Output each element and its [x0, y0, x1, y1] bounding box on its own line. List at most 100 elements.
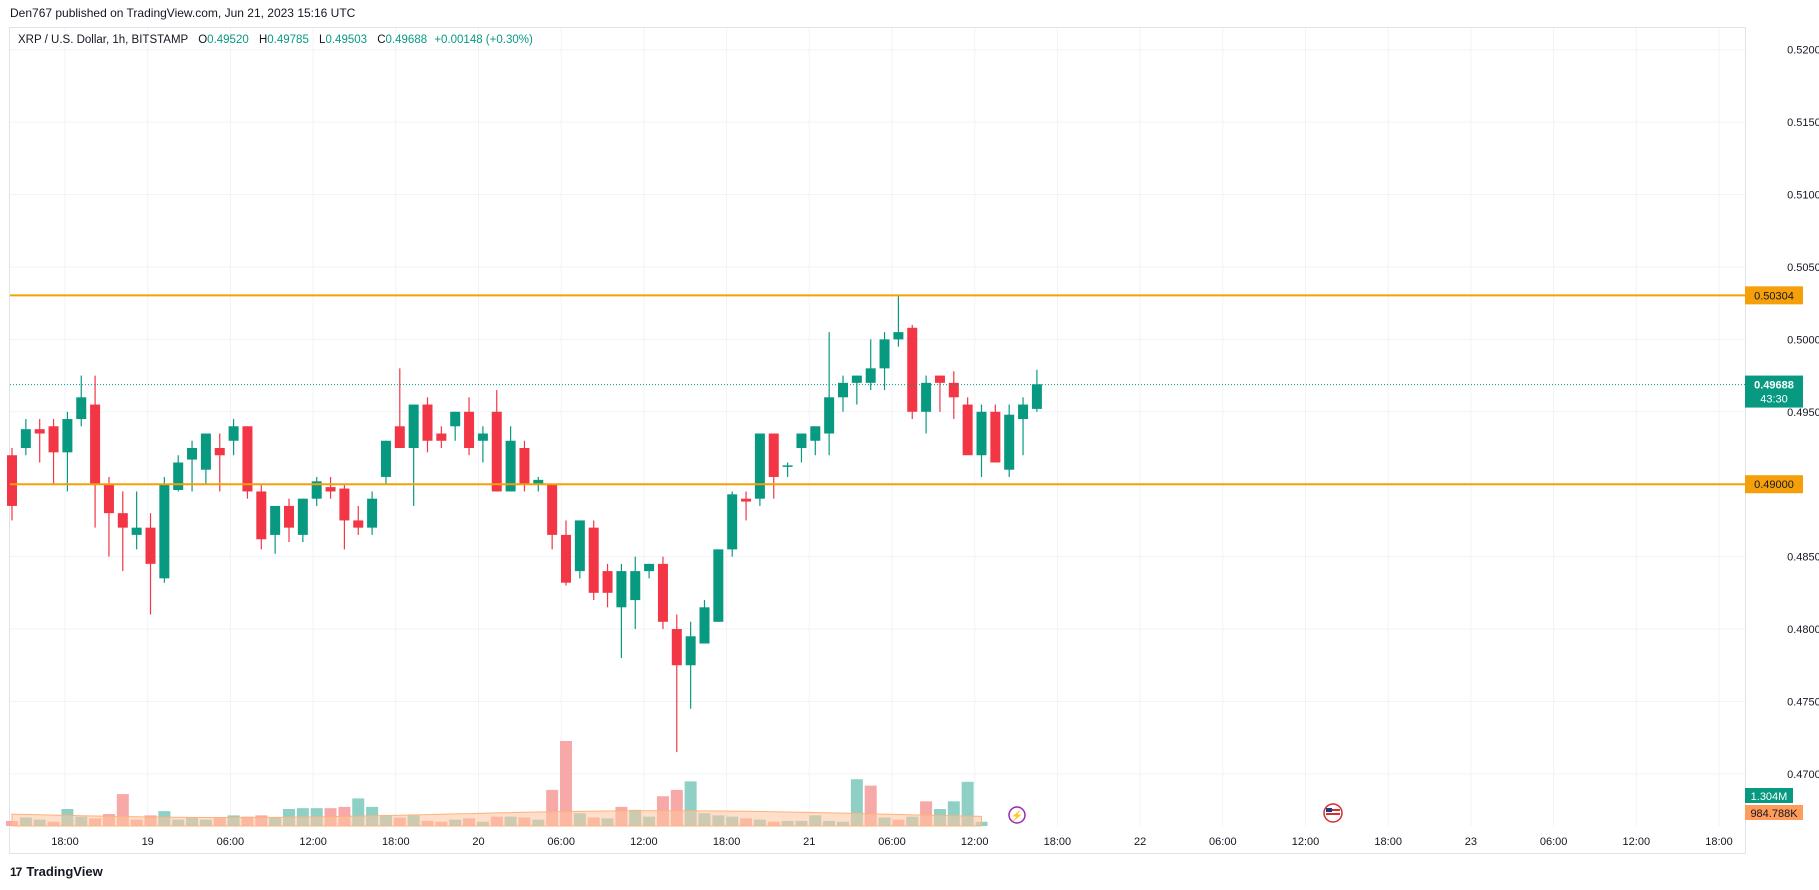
candle-body: [768, 433, 779, 477]
candle-body: [325, 487, 336, 492]
candle-body: [533, 479, 544, 485]
candle-body: [62, 419, 73, 453]
candle-body: [561, 534, 571, 583]
candle-body: [810, 426, 821, 441]
time-tick-label: 12:00: [1292, 836, 1320, 848]
volume-ma-area: [11, 810, 982, 827]
candle-body: [90, 404, 101, 485]
candle-body: [339, 488, 350, 521]
time-tick-label: 06:00: [1209, 836, 1237, 848]
time-tick-label: 18:00: [51, 836, 79, 848]
candle-body: [671, 629, 682, 666]
last-price-label: 0.49688: [1754, 380, 1794, 392]
candle-body: [159, 484, 170, 579]
bar-countdown-label: 43:30: [1760, 394, 1788, 406]
flag-stripe-icon: [1326, 809, 1340, 811]
time-tick-label: 18:00: [382, 836, 410, 848]
candle-body: [851, 375, 862, 383]
candle-body: [422, 404, 433, 441]
lightning-glyph-icon: ⚡: [1011, 809, 1023, 822]
candle-body: [34, 429, 45, 434]
candle-body: [117, 513, 128, 528]
candle-body: [450, 411, 461, 427]
change-value: +0.00148 (+0.30%): [434, 34, 533, 46]
time-tick-label: 21: [803, 836, 815, 848]
candle-body: [990, 411, 1001, 463]
candle-body: [782, 465, 793, 467]
level-price-label: 0.49000: [1754, 479, 1794, 491]
volume-bar: [961, 781, 974, 826]
candle-body: [131, 527, 142, 535]
candle-body: [1004, 414, 1015, 470]
volume-value-label: 1.304M: [1751, 791, 1788, 803]
time-tick-label: 18:00: [1044, 836, 1072, 848]
candle-body: [353, 520, 364, 528]
candle-body: [741, 498, 752, 502]
close-label: C: [377, 34, 386, 46]
candle-body: [367, 498, 378, 528]
candle-body: [284, 505, 294, 528]
time-tick-label: 12:00: [299, 836, 327, 848]
flag-stripe-icon: [1326, 813, 1340, 815]
volume-value-tag: [1745, 788, 1793, 803]
time-tick-label: 18:00: [713, 836, 741, 848]
time-tick-label: 18:00: [1374, 836, 1402, 848]
candle-body: [574, 520, 585, 572]
lightning-event-icon[interactable]: [1008, 806, 1026, 824]
candle-body: [48, 426, 59, 453]
time-tick-label: 12:00: [630, 836, 658, 848]
candle-body: [588, 527, 599, 593]
volume-ma-label: 984.788K: [1750, 808, 1798, 820]
volume-bar: [560, 741, 572, 826]
time-tick-label: 12:00: [961, 836, 989, 848]
symbol-title[interactable]: XRP / U.S. Dollar, 1h, BITSTAMP: [18, 34, 189, 46]
candle-body: [464, 411, 475, 448]
flag-canton-icon: [1326, 808, 1332, 812]
candle-body: [519, 448, 530, 485]
candle-body: [20, 429, 31, 448]
candle-body: [547, 484, 558, 535]
tradingview-logo[interactable]: 17 TradingView: [10, 864, 103, 879]
candle-body: [256, 491, 267, 540]
candle-body: [408, 404, 419, 448]
candle-body: [657, 563, 668, 622]
candle-body: [477, 433, 488, 441]
published-attribution: Den767 published on TradingView.com, Jun…: [10, 6, 356, 20]
candle-body: [7, 455, 17, 506]
candle-body: [685, 636, 696, 666]
candle-body: [214, 448, 225, 456]
candle-body: [76, 397, 87, 420]
chart-frame: [9, 27, 1746, 854]
time-tick-label: 06:00: [217, 836, 245, 848]
candle-body: [879, 339, 890, 369]
candle-body: [893, 332, 904, 340]
low-value: 0.49503: [325, 34, 368, 46]
candle-body: [1031, 384, 1042, 409]
level-price-tag: [1745, 475, 1803, 494]
time-tick-label: 06:00: [1540, 836, 1568, 848]
candle-body: [311, 481, 322, 499]
candle-body: [505, 440, 516, 492]
candle-body: [187, 448, 198, 460]
candle-body: [907, 327, 918, 412]
candle-body: [754, 433, 765, 499]
price-tick-label: 0.47000: [1787, 769, 1819, 781]
time-tick-label: 19: [142, 836, 154, 848]
candle-body: [948, 382, 959, 398]
symbol-legend: XRP / U.S. Dollar, 1h, BITSTAMP O0.49520…: [18, 34, 533, 46]
time-tick-label: 06:00: [547, 836, 575, 848]
open-value: 0.49520: [207, 34, 249, 46]
candle-body: [644, 563, 655, 572]
candle-body: [173, 462, 184, 490]
candle-body: [1018, 404, 1029, 420]
time-tick-label: 06:00: [878, 836, 906, 848]
